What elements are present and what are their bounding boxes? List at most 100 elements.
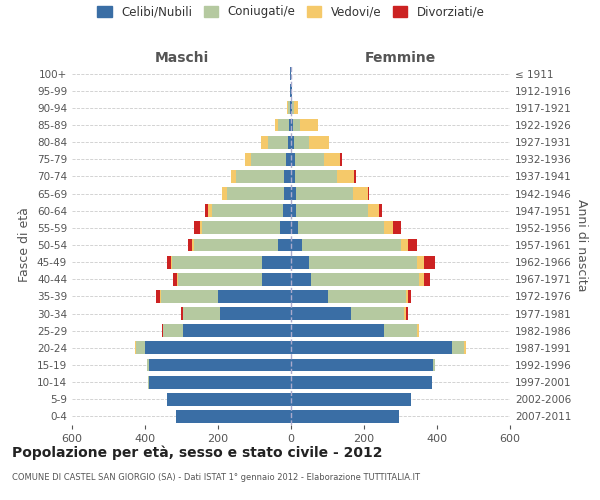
Bar [280,222,291,234]
Bar [162,324,163,337]
Bar [424,256,435,268]
Bar [291,410,398,423]
Legend: Celibi/Nubili, Coniugati/e, Vedovi/e, Divorziati/e: Celibi/Nubili, Coniugati/e, Vedovi/e, Di… [92,0,490,23]
Bar [147,358,149,372]
Bar [433,358,435,372]
Bar [261,136,268,148]
Bar [340,153,342,166]
Bar [291,153,295,166]
Bar [181,307,182,320]
Bar [200,222,202,234]
Bar [172,256,262,268]
Bar [308,136,329,148]
Bar [337,170,354,183]
Bar [290,84,291,97]
Bar [291,118,293,132]
Bar [163,324,184,337]
Bar [291,204,296,217]
Bar [294,136,308,148]
Bar [178,273,262,285]
Bar [417,256,424,268]
Bar [291,307,351,320]
Bar [202,222,280,234]
Bar [384,222,393,234]
Bar [245,153,251,166]
Bar [236,170,284,183]
Bar [291,358,433,372]
Bar [262,256,291,268]
Bar [300,118,319,132]
Bar [262,273,291,285]
Bar [212,204,283,217]
Bar [221,187,227,200]
Bar [251,153,286,166]
Bar [289,118,291,132]
Bar [184,324,291,337]
Bar [231,170,236,183]
Bar [406,307,408,320]
Bar [291,393,412,406]
Bar [156,290,160,303]
Bar [354,170,356,183]
Bar [351,307,404,320]
Bar [291,84,292,97]
Bar [417,324,419,337]
Bar [393,222,401,234]
Bar [431,376,432,388]
Bar [298,222,384,234]
Bar [291,136,294,148]
Bar [288,136,291,148]
Bar [205,204,208,217]
Bar [379,204,382,217]
Bar [452,342,464,354]
Bar [291,170,295,183]
Bar [170,256,172,268]
Bar [194,238,278,252]
Bar [284,187,291,200]
Bar [218,290,291,303]
Bar [353,187,368,200]
Bar [135,342,136,354]
Bar [291,376,431,388]
Bar [401,238,408,252]
Bar [278,118,289,132]
Bar [404,307,406,320]
Bar [324,153,340,166]
Bar [296,204,368,217]
Bar [311,273,419,285]
Bar [368,187,370,200]
Bar [294,102,298,114]
Bar [291,222,298,234]
Bar [328,290,406,303]
Bar [291,342,452,354]
Bar [149,376,291,388]
Bar [227,187,284,200]
Y-axis label: Anni di nascita: Anni di nascita [575,198,588,291]
Bar [278,238,291,252]
Text: Popolazione per età, sesso e stato civile - 2012: Popolazione per età, sesso e stato civil… [12,445,383,460]
Bar [182,307,184,320]
Bar [284,170,291,183]
Bar [291,102,292,114]
Bar [145,342,291,354]
Bar [424,273,430,285]
Bar [291,324,384,337]
Bar [408,290,411,303]
Bar [283,204,291,217]
Bar [408,238,417,252]
Bar [177,273,178,285]
Bar [464,342,466,354]
Bar [167,393,291,406]
Bar [309,256,417,268]
Y-axis label: Fasce di età: Fasce di età [19,208,31,282]
Bar [291,187,296,200]
Bar [406,290,408,303]
Text: Femmine: Femmine [365,51,436,65]
Bar [296,187,353,200]
Bar [302,238,401,252]
Bar [292,102,294,114]
Bar [291,256,309,268]
Bar [384,324,417,337]
Bar [295,153,324,166]
Bar [291,290,328,303]
